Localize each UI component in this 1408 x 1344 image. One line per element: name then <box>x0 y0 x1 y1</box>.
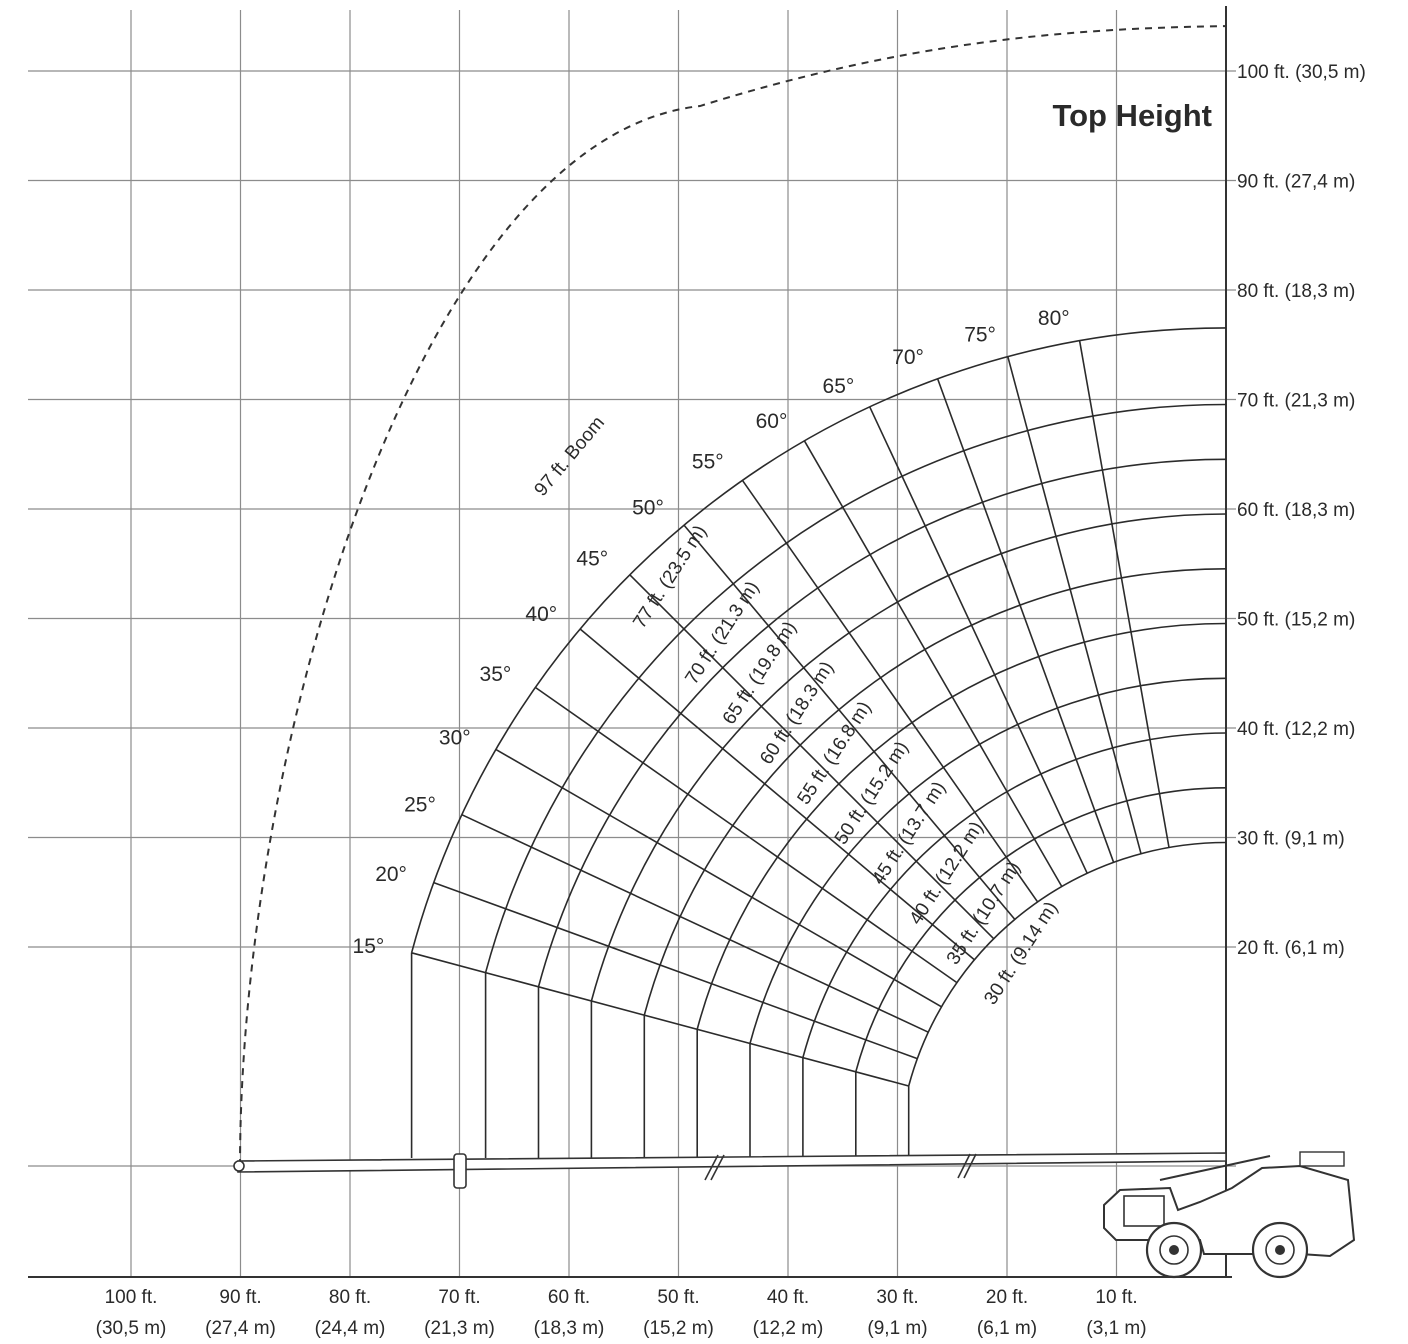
x-tick-label: 30 ft. <box>876 1287 918 1308</box>
boom-length-arc <box>802 732 1227 1058</box>
telehandler-machine <box>233 1151 1356 1279</box>
angle-ray <box>433 881 918 1060</box>
x-tick-label-metric: (12,2 m) <box>753 1318 824 1339</box>
boom-length-arc <box>696 622 1227 1030</box>
boom-length-arc <box>484 403 1227 973</box>
angle-ray <box>1007 356 1142 854</box>
x-tick-label-metric: (18,3 m) <box>534 1318 605 1339</box>
x-tick-label: 80 ft. <box>329 1287 371 1308</box>
boom-section-joint <box>453 1153 467 1189</box>
angle-ray <box>629 574 995 940</box>
angle-label: 20° <box>375 863 407 886</box>
angle-label: 50° <box>632 496 664 519</box>
angle-ray <box>803 440 1063 887</box>
wheel-hub <box>1275 1245 1285 1255</box>
angle-ray <box>495 748 942 1008</box>
x-tick-label-metric: (3,1 m) <box>1086 1318 1146 1339</box>
x-tick-label: 70 ft. <box>438 1287 480 1308</box>
boom-length-arc <box>537 458 1227 988</box>
angle-label: 40° <box>525 603 557 626</box>
x-tick-label: 40 ft. <box>767 1287 809 1308</box>
break-mark <box>704 1154 719 1181</box>
y-tick-label: 30 ft. (9,1 m) <box>1237 829 1345 850</box>
angle-ray <box>1078 340 1170 848</box>
y-tick-label: 70 ft. (21,3 m) <box>1237 391 1355 412</box>
boom-heel <box>1299 1151 1345 1167</box>
boom-length-arc <box>590 513 1227 1002</box>
x-tick-label: 20 ft. <box>986 1287 1028 1308</box>
y-tick-label: 80 ft. (18,3 m) <box>1237 281 1355 302</box>
boom-length-arc <box>907 841 1227 1087</box>
angle-ray <box>461 813 929 1033</box>
angle-label: 15° <box>353 935 385 958</box>
x-tick-label-metric: (27,4 m) <box>205 1318 276 1339</box>
boom-angle-rays <box>411 340 1170 1087</box>
x-tick-label-metric: (6,1 m) <box>977 1318 1037 1339</box>
x-tick-label-metric: (30,5 m) <box>96 1318 167 1339</box>
y-tick-label: 60 ft. (18,3 m) <box>1237 500 1355 521</box>
boom-length-arc <box>643 568 1227 1016</box>
angle-ray <box>683 524 1016 920</box>
y-tick-label: 90 ft. (27,4 m) <box>1237 172 1355 193</box>
boom-tip <box>233 1160 245 1172</box>
angle-label: 60° <box>756 410 788 433</box>
break-mark <box>963 1153 977 1179</box>
angle-label: 25° <box>404 793 436 816</box>
angle-ray <box>741 479 1039 903</box>
boom-envelope-label: 97 ft. Boom <box>531 412 610 500</box>
angle-label: 35° <box>480 663 512 686</box>
break-mark <box>710 1154 725 1181</box>
grid-lines <box>28 6 1236 1278</box>
angle-label: 80° <box>1038 307 1070 330</box>
angle-label: 75° <box>964 323 996 346</box>
cab-window <box>1123 1195 1165 1227</box>
angle-label: 45° <box>576 547 608 570</box>
x-tick-label: 60 ft. <box>548 1287 590 1308</box>
x-tick-label: 100 ft. <box>105 1287 158 1308</box>
chart-title: Top Height <box>1052 98 1212 133</box>
boom-length-arc <box>749 677 1227 1044</box>
angle-ray <box>534 686 958 984</box>
y-tick-label: 40 ft. (12,2 m) <box>1237 719 1355 740</box>
chart-labels: 100 ft. (30,5 m) 90 ft. (27,4 m) 80 ft. (24,4… <box>96 62 1366 1339</box>
angle-label: 30° <box>439 727 471 750</box>
break-mark <box>957 1153 971 1179</box>
angle-ray <box>411 952 909 1087</box>
x-tick-label-metric: (21,3 m) <box>424 1318 495 1339</box>
y-tick-label: 100 ft. (30,5 m) <box>1237 62 1366 83</box>
x-tick-label-metric: (24,4 m) <box>315 1318 386 1339</box>
boom-shaft <box>237 1152 1227 1173</box>
wheel-hub <box>1169 1245 1179 1255</box>
boom-base <box>1159 1155 1271 1181</box>
x-tick-label-metric: (15,2 m) <box>643 1318 714 1339</box>
boom-length-arcs <box>410 327 1227 1158</box>
angle-label: 70° <box>892 346 924 369</box>
angle-label: 55° <box>692 450 724 473</box>
angle-ray <box>936 378 1115 863</box>
max-boom-envelope <box>239 25 1227 1167</box>
x-tick-label: 10 ft. <box>1095 1287 1137 1308</box>
x-tick-label: 50 ft. <box>657 1287 699 1308</box>
x-tick-label-metric: (9,1 m) <box>867 1318 927 1339</box>
angle-ray <box>579 628 975 961</box>
boom-length-arc <box>410 327 1227 954</box>
angle-label: 65° <box>823 375 855 398</box>
boom-length-arc <box>855 787 1227 1073</box>
angle-ray <box>868 406 1088 874</box>
y-tick-label: 50 ft. (15,2 m) <box>1237 610 1355 631</box>
x-tick-label: 90 ft. <box>219 1287 261 1308</box>
y-tick-label: 20 ft. (6,1 m) <box>1237 938 1345 959</box>
